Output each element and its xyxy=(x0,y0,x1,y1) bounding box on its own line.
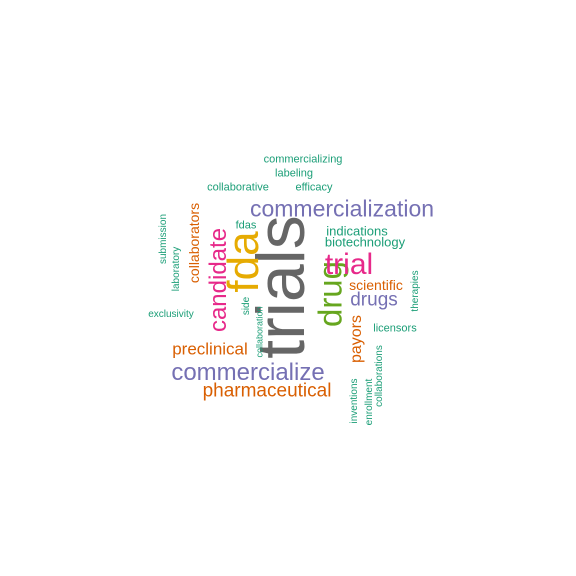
word-collaborations: collaborations xyxy=(374,345,385,407)
word-inventions: inventions xyxy=(349,378,360,424)
word-labeling: labeling xyxy=(275,167,313,180)
word-efficacy: efficacy xyxy=(295,181,333,194)
word-collaborative: collaborative xyxy=(207,181,269,194)
word-preclinical: preclinical xyxy=(172,339,248,359)
word-laboratory: laboratory xyxy=(171,246,182,292)
word-pharmaceutical: pharmaceutical xyxy=(202,380,332,402)
word-licensors: licensors xyxy=(373,322,417,335)
word-candidate: candidate xyxy=(205,227,232,333)
word-collaboration: collaboration xyxy=(254,306,265,358)
word-submission: submission xyxy=(158,213,169,265)
word-indications: indications xyxy=(326,223,388,239)
word-commercializing: commercializing xyxy=(263,153,343,166)
word-fdas: fdas xyxy=(235,219,257,232)
word-therapies: therapies xyxy=(410,270,421,312)
word-drugs: drugs xyxy=(350,289,398,311)
word-commercialize: commercialize xyxy=(171,359,325,386)
word-side: side xyxy=(241,296,252,316)
word-exclusivity: exclusivity xyxy=(148,309,194,320)
word-payors: payors xyxy=(348,314,365,364)
word-collaborators: collaborators xyxy=(186,202,202,284)
word-scientific: scientific xyxy=(349,277,403,293)
word-commercialization: commercialization xyxy=(249,195,435,222)
word-biotechnology: biotechnology xyxy=(324,234,406,250)
word-trial: trial xyxy=(324,248,374,281)
